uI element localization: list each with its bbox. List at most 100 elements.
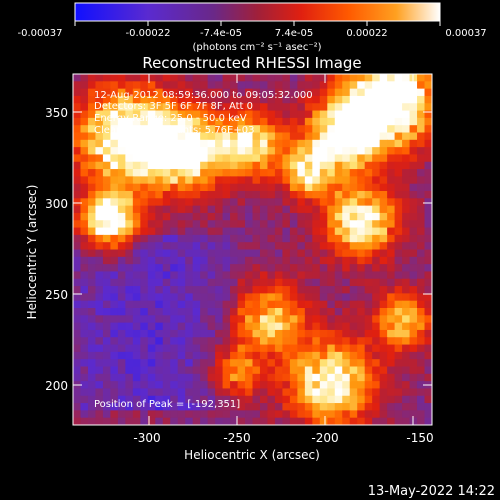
image-pixel — [312, 381, 321, 390]
image-pixel — [132, 132, 141, 141]
image-pixel — [147, 205, 156, 214]
image-pixel — [177, 139, 186, 148]
image-pixel — [387, 103, 396, 112]
image-pixel — [357, 293, 366, 302]
image-pixel — [95, 176, 104, 185]
image-pixel — [409, 110, 418, 119]
image-pixel — [125, 271, 134, 280]
image-pixel — [245, 139, 254, 148]
image-pixel — [334, 417, 343, 425]
image-pixel — [117, 271, 126, 280]
image-pixel — [267, 125, 276, 134]
image-pixel — [372, 103, 381, 112]
image-pixel — [342, 234, 351, 243]
image-pixel — [252, 198, 261, 207]
image-pixel — [387, 198, 396, 207]
image-pixel — [155, 403, 164, 411]
image-pixel — [387, 373, 396, 382]
image-pixel — [402, 410, 411, 419]
image-pixel — [289, 308, 298, 316]
image-pixel — [409, 191, 418, 199]
image-pixel — [170, 161, 179, 170]
image-pixel — [372, 293, 381, 302]
image-pixel — [87, 410, 97, 419]
image-pixel — [222, 388, 231, 397]
image-pixel — [349, 139, 358, 148]
image-pixel — [364, 154, 373, 163]
image-pixel — [289, 205, 298, 214]
image-pixel — [155, 212, 164, 221]
image-pixel — [132, 198, 141, 207]
image-pixel — [95, 198, 104, 207]
image-pixel — [95, 410, 104, 419]
image-pixel — [364, 220, 373, 229]
image-pixel — [215, 308, 224, 316]
image-pixel — [237, 351, 246, 360]
image-pixel — [304, 373, 313, 382]
image-pixel — [349, 366, 358, 375]
image-pixel — [402, 212, 411, 221]
image-pixel — [80, 264, 89, 273]
image-pixel — [334, 117, 343, 126]
image-pixel — [394, 198, 403, 207]
image-pixel — [140, 169, 149, 177]
image-pixel — [125, 329, 134, 338]
image-pixel — [95, 191, 104, 199]
image-pixel — [192, 74, 201, 82]
image-pixel — [267, 198, 276, 207]
image-pixel — [327, 227, 336, 236]
image-pixel — [73, 271, 82, 280]
image-pixel — [177, 264, 186, 273]
image-pixel — [132, 242, 141, 251]
image-pixel — [207, 395, 216, 404]
image-pixel — [132, 74, 141, 82]
image-pixel — [245, 417, 254, 425]
image-pixel — [252, 242, 261, 251]
image-pixel — [207, 81, 216, 90]
image-pixel — [102, 403, 111, 411]
image-pixel — [417, 169, 426, 177]
image-pixel — [87, 220, 97, 229]
image-pixel — [379, 154, 388, 163]
image-title: Reconstructed RHESSI Image — [142, 54, 361, 72]
image-pixel — [319, 359, 328, 368]
image-pixel — [304, 308, 313, 316]
image-pixel — [252, 205, 261, 214]
image-pixel — [357, 278, 366, 287]
image-pixel — [147, 212, 156, 221]
image-pixel — [80, 322, 89, 331]
image-pixel — [289, 88, 298, 97]
image-pixel — [200, 110, 209, 119]
image-pixel — [259, 300, 269, 309]
image-pixel — [372, 154, 381, 163]
image-pixel — [95, 103, 104, 112]
image-pixel — [80, 242, 89, 251]
image-pixel — [80, 205, 89, 214]
image-pixel — [409, 242, 418, 251]
image-pixel — [319, 403, 328, 411]
image-pixel — [185, 132, 194, 141]
image-pixel — [117, 198, 126, 207]
image-pixel — [222, 220, 231, 229]
image-pixel — [155, 139, 164, 148]
image-pixel — [132, 154, 141, 163]
image-pixel — [147, 103, 156, 112]
image-pixel — [349, 161, 358, 170]
image-pixel — [95, 117, 104, 126]
image-pixel — [304, 315, 313, 324]
image-pixel — [417, 366, 426, 375]
image-pixel — [117, 300, 126, 309]
image-pixel — [289, 198, 298, 207]
image-pixel — [170, 315, 179, 324]
image-pixel — [117, 95, 126, 104]
image-pixel — [222, 344, 231, 353]
image-pixel — [200, 220, 209, 229]
image-pixel — [312, 344, 321, 353]
image-pixel — [349, 373, 358, 382]
image-pixel — [207, 139, 216, 148]
image-pixel — [319, 278, 328, 287]
image-pixel — [177, 183, 186, 192]
image-pixel — [177, 322, 186, 331]
image-pixel — [80, 212, 89, 221]
image-pixel — [274, 337, 284, 346]
